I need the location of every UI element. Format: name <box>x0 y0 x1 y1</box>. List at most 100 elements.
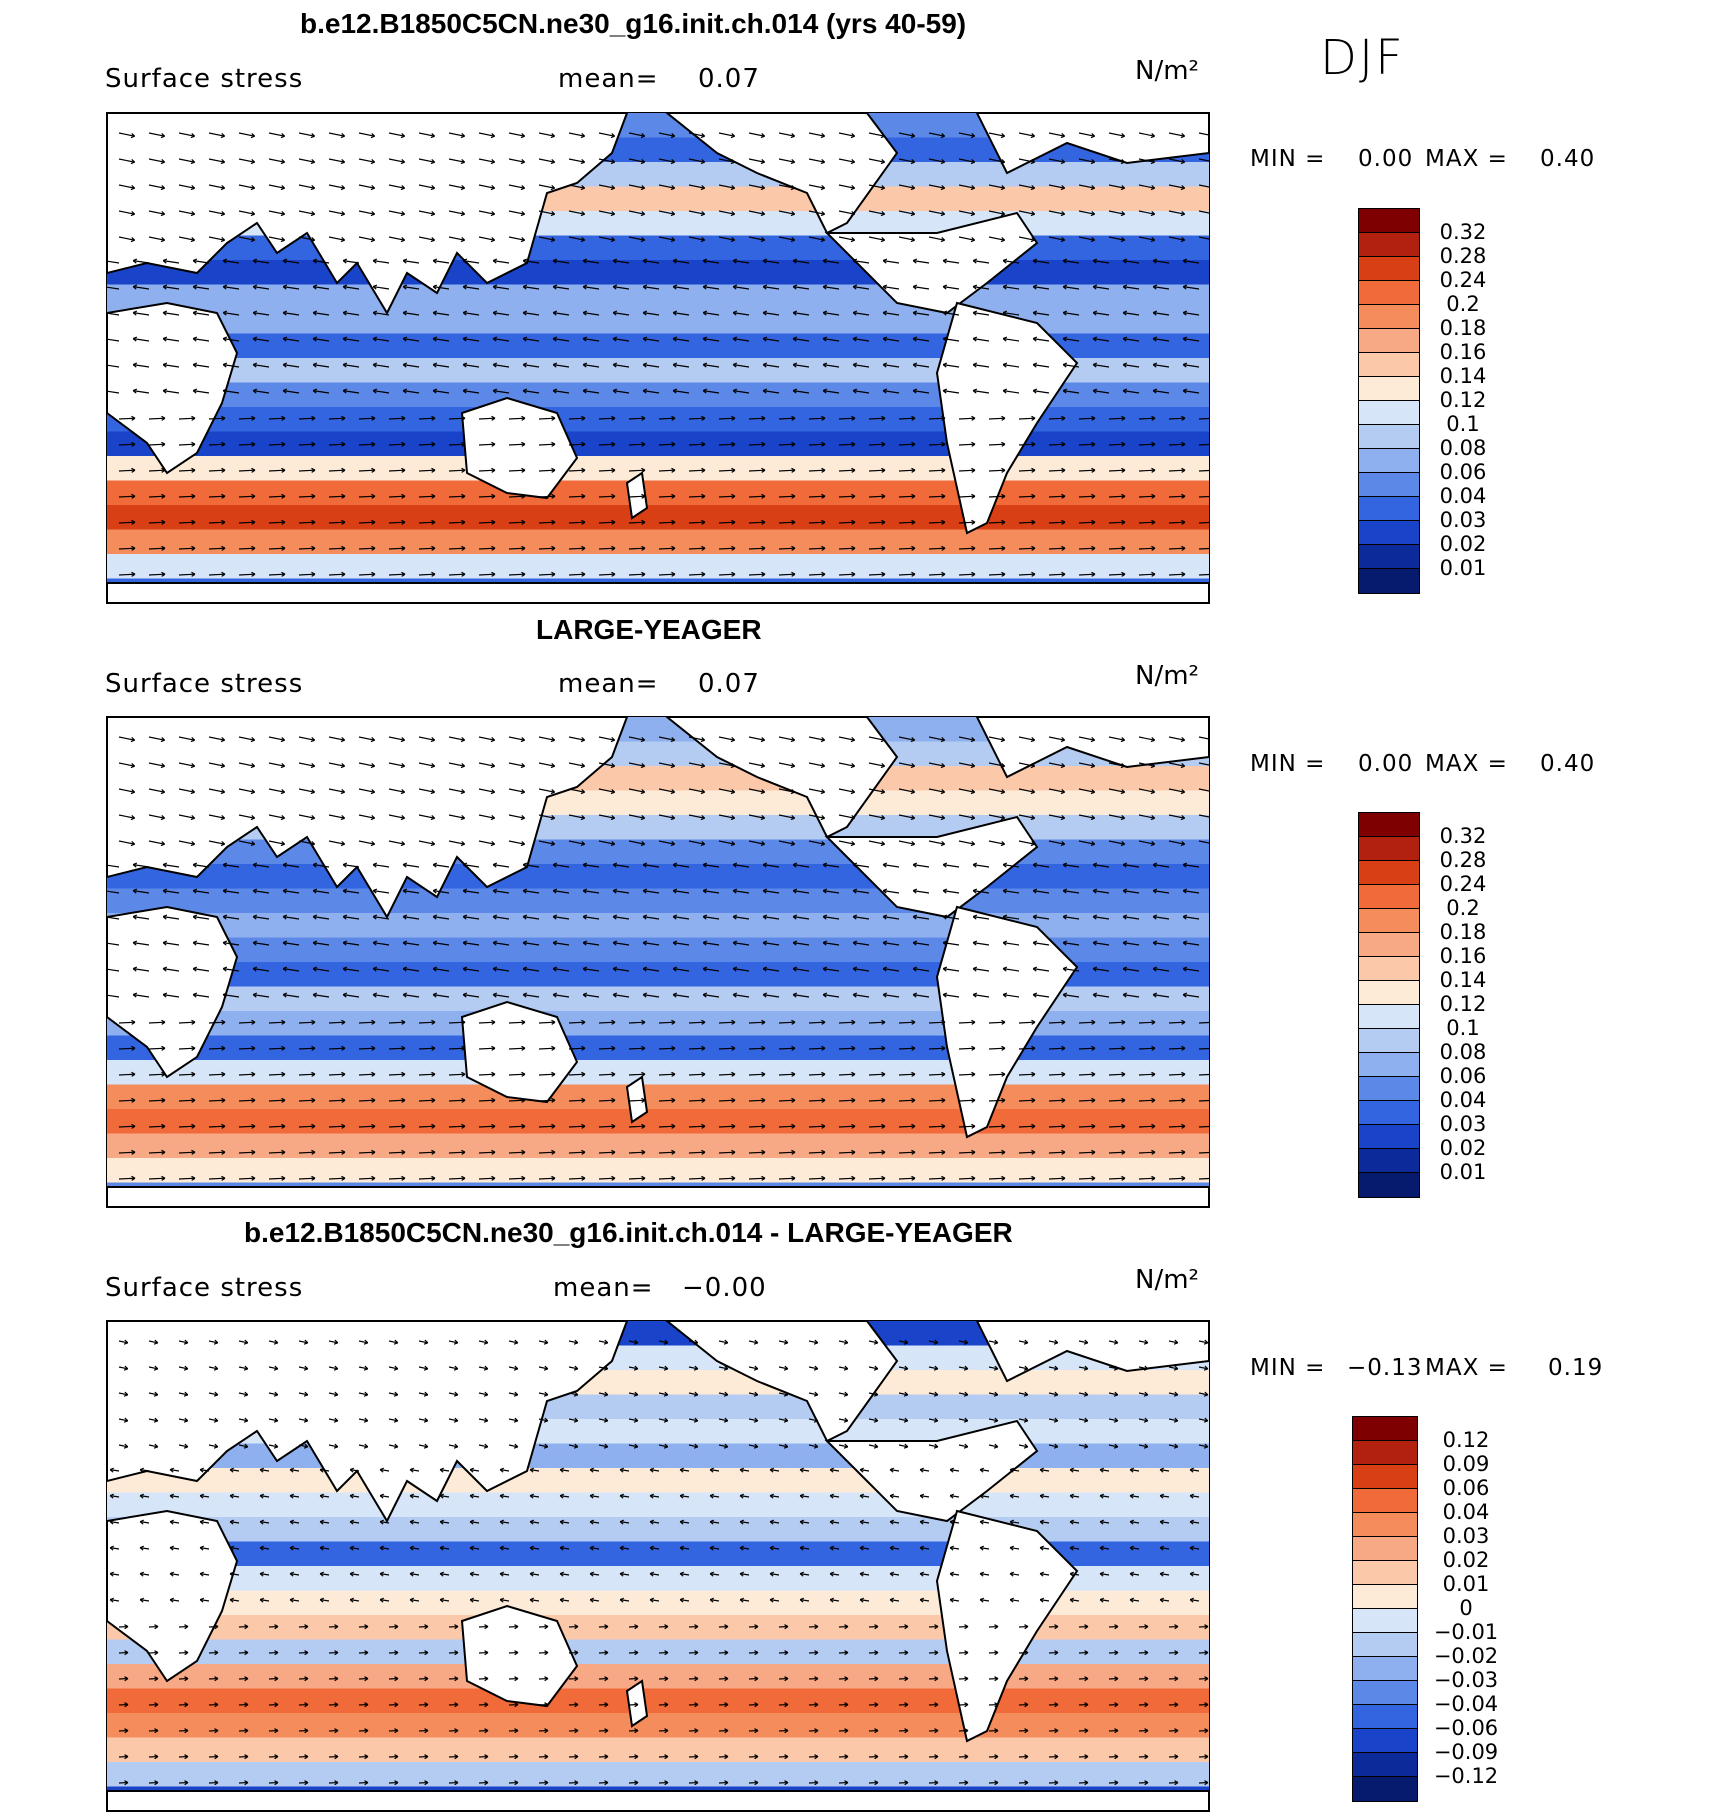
stress-vector-head <box>340 841 346 847</box>
stress-vector <box>1138 547 1156 550</box>
stress-vector <box>1018 736 1035 741</box>
stress-vector-head <box>1023 1417 1029 1423</box>
stress-vector-head <box>393 1417 399 1423</box>
stress-vector-head <box>364 1650 369 1656</box>
stress-vector-head <box>372 336 378 342</box>
stress-vector-head <box>522 992 528 998</box>
stress-vector-head <box>364 1624 369 1630</box>
stress-vector-head <box>183 1443 189 1449</box>
stress-vector <box>628 1340 638 1344</box>
stress-vector <box>298 521 316 524</box>
land-outline <box>625 471 649 520</box>
stress-vector <box>1198 184 1209 188</box>
stress-vector <box>118 573 136 576</box>
stress-vector-head <box>250 211 256 217</box>
stress-vector <box>478 547 496 550</box>
stress-vector-head <box>130 237 136 243</box>
stress-vector-head <box>693 1391 699 1397</box>
stress-vector-head <box>400 815 406 821</box>
stress-vector-head <box>649 1493 655 1499</box>
stress-vector <box>148 236 165 241</box>
stress-vector-head <box>409 1467 415 1473</box>
stress-vector-head <box>619 1597 625 1603</box>
stress-vector-head <box>401 467 406 473</box>
colorbar-swatch <box>1359 233 1419 257</box>
stress-vector-head <box>904 1754 909 1760</box>
stress-vector <box>1093 286 1110 290</box>
stress-vector <box>410 1599 420 1602</box>
stress-vector-head <box>701 1019 706 1025</box>
stress-vector-head <box>1121 545 1126 551</box>
stress-vector <box>988 736 1005 741</box>
stress-vector-head <box>852 388 858 394</box>
stress-vector <box>598 236 615 241</box>
stress-vector <box>620 1521 630 1524</box>
stress-vector-head <box>162 966 168 972</box>
stress-vector <box>778 1099 796 1102</box>
stress-vector <box>148 1177 166 1180</box>
stress-vector <box>538 184 555 189</box>
stress-vector-head <box>251 545 256 551</box>
stress-vector-head <box>491 1149 496 1155</box>
panel-3-units: N/m² <box>1135 1265 1199 1295</box>
stress-vector-head <box>784 1624 789 1630</box>
stress-vector-head <box>184 1780 189 1786</box>
stress-vector <box>718 547 736 550</box>
stress-vector-head <box>693 1365 699 1371</box>
stress-vector <box>1078 840 1095 845</box>
stress-vector <box>373 286 390 290</box>
stress-vector <box>928 547 946 550</box>
stress-vector-head <box>1203 1391 1209 1397</box>
stress-vector <box>148 1021 166 1024</box>
stress-vector-head <box>431 1071 436 1077</box>
stress-vector-head <box>529 1571 535 1577</box>
stress-vector <box>298 1021 316 1024</box>
stress-vector <box>808 1418 818 1422</box>
stress-vector <box>1153 338 1170 342</box>
stress-vector-head <box>820 185 826 191</box>
stress-vector <box>238 547 256 550</box>
stress-vector <box>350 1573 360 1576</box>
stress-vector <box>230 1547 240 1550</box>
stress-vector-head <box>252 388 258 394</box>
stress-vector <box>838 1073 856 1076</box>
stress-vector-head <box>993 1391 999 1397</box>
stress-vector <box>703 390 720 394</box>
stress-vector-head <box>169 1545 175 1551</box>
stress-vector-head <box>250 789 256 795</box>
stress-vector-head <box>499 1467 505 1473</box>
stress-vector <box>133 286 150 290</box>
stress-vector-head <box>139 1493 145 1499</box>
stress-vector <box>433 338 450 342</box>
stress-vector-head <box>341 467 346 473</box>
stress-vector <box>478 1444 488 1448</box>
stress-vector <box>568 814 585 819</box>
stress-vector-head <box>732 888 738 894</box>
stress-vector-head <box>754 1702 759 1708</box>
stress-vector <box>410 1547 420 1550</box>
stress-vector-head <box>700 159 706 165</box>
stress-vector-head <box>1152 914 1158 920</box>
stress-vector <box>748 469 766 472</box>
stress-vector-head <box>259 1545 265 1551</box>
stress-vector <box>710 1547 720 1550</box>
stress-vector-head <box>671 1149 676 1155</box>
stress-vector-head <box>874 1624 879 1630</box>
stress-vector-head <box>1091 415 1096 421</box>
stress-vector <box>748 1418 758 1422</box>
stress-vector <box>1093 364 1110 368</box>
stress-vector <box>943 338 960 342</box>
stress-vector-head <box>401 1175 406 1181</box>
stress-vector-head <box>1032 862 1038 868</box>
stress-vector <box>838 210 855 215</box>
stress-vector <box>658 184 675 189</box>
stress-vector <box>1168 840 1185 845</box>
stress-vector <box>253 312 270 316</box>
stress-vector-head <box>161 493 166 499</box>
stress-vector <box>538 132 555 137</box>
stress-vector <box>388 573 406 576</box>
stress-vector-head <box>341 1019 346 1025</box>
panel-1-min-label: MIN = <box>1250 146 1326 172</box>
stress-vector-head <box>910 211 916 217</box>
stress-vector-head <box>791 571 796 577</box>
